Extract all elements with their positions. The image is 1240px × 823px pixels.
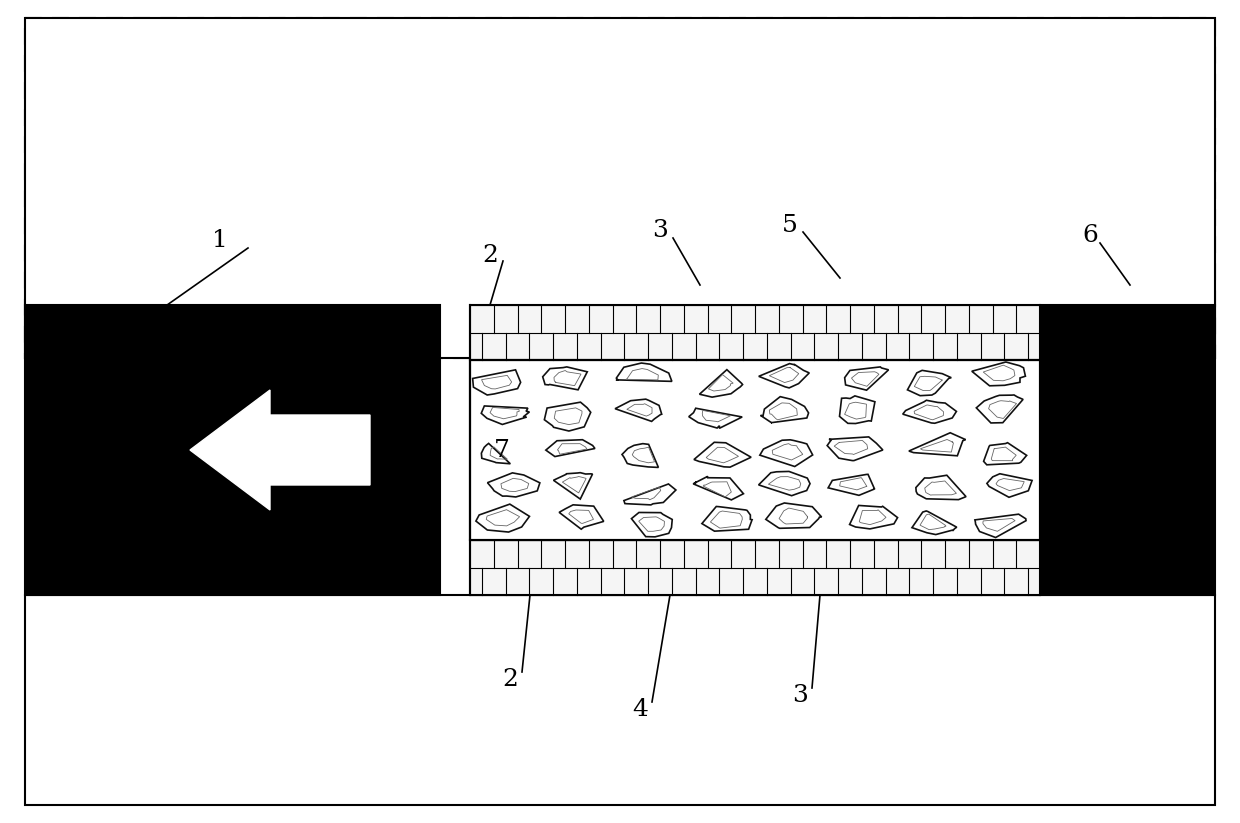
Polygon shape bbox=[972, 362, 1025, 386]
Polygon shape bbox=[472, 370, 521, 395]
Polygon shape bbox=[702, 506, 753, 531]
Polygon shape bbox=[546, 439, 595, 457]
Text: 5: 5 bbox=[782, 213, 797, 236]
Polygon shape bbox=[987, 474, 1032, 497]
Text: 3: 3 bbox=[652, 218, 668, 241]
Text: 4: 4 bbox=[632, 699, 649, 722]
Polygon shape bbox=[615, 399, 662, 421]
Polygon shape bbox=[553, 472, 593, 499]
Bar bbox=[470, 360, 1040, 540]
Polygon shape bbox=[983, 443, 1027, 465]
Polygon shape bbox=[543, 367, 588, 390]
Polygon shape bbox=[828, 474, 874, 495]
Polygon shape bbox=[766, 503, 822, 528]
Bar bbox=[1040, 305, 1215, 595]
Polygon shape bbox=[759, 472, 810, 495]
Text: 2: 2 bbox=[482, 244, 498, 267]
Polygon shape bbox=[839, 396, 875, 424]
Polygon shape bbox=[760, 439, 812, 467]
Polygon shape bbox=[481, 444, 511, 464]
Polygon shape bbox=[694, 442, 751, 467]
Polygon shape bbox=[903, 400, 956, 423]
Polygon shape bbox=[699, 370, 743, 398]
Polygon shape bbox=[760, 397, 808, 423]
Polygon shape bbox=[909, 433, 966, 456]
FancyArrow shape bbox=[190, 390, 370, 510]
Bar bbox=[25, 595, 1215, 805]
Polygon shape bbox=[844, 367, 889, 390]
Polygon shape bbox=[693, 477, 744, 500]
Polygon shape bbox=[559, 504, 604, 529]
Text: 3: 3 bbox=[792, 683, 808, 706]
Polygon shape bbox=[908, 370, 951, 396]
Polygon shape bbox=[759, 364, 810, 388]
Polygon shape bbox=[624, 484, 676, 504]
Text: 6: 6 bbox=[1083, 224, 1097, 247]
Text: 2: 2 bbox=[502, 668, 518, 691]
Bar bbox=[25, 18, 1215, 358]
Bar bbox=[470, 360, 1040, 540]
Polygon shape bbox=[916, 475, 966, 500]
Polygon shape bbox=[622, 444, 658, 467]
Bar bbox=[25, 305, 440, 595]
Text: 7: 7 bbox=[494, 439, 510, 462]
Polygon shape bbox=[849, 505, 898, 529]
Polygon shape bbox=[631, 513, 672, 537]
Polygon shape bbox=[487, 473, 539, 497]
Polygon shape bbox=[976, 395, 1023, 423]
Bar bbox=[25, 18, 1215, 358]
Polygon shape bbox=[476, 504, 529, 532]
Polygon shape bbox=[688, 408, 743, 428]
Polygon shape bbox=[544, 402, 590, 431]
Polygon shape bbox=[616, 363, 672, 381]
Text: 1: 1 bbox=[212, 229, 228, 252]
Polygon shape bbox=[911, 511, 957, 535]
Polygon shape bbox=[481, 406, 529, 425]
Polygon shape bbox=[975, 514, 1025, 537]
Polygon shape bbox=[827, 437, 883, 461]
Bar bbox=[470, 305, 1040, 360]
Bar bbox=[470, 540, 1040, 595]
